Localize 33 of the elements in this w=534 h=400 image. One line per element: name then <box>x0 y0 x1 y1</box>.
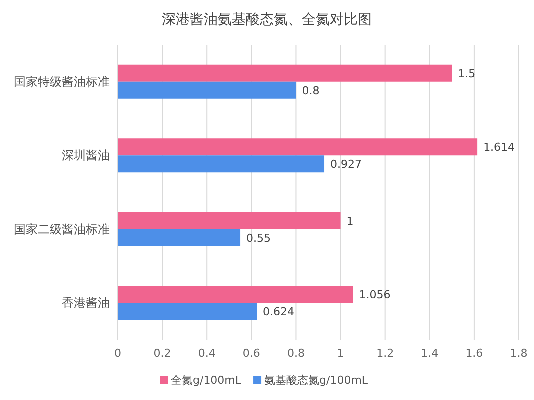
x-tick-label: 1.2 <box>376 347 394 360</box>
bar <box>118 82 296 99</box>
y-tick-label: 国家特级酱油标准 <box>14 74 110 89</box>
bar <box>118 303 258 320</box>
y-tick-label: 香港酱油 <box>62 296 110 310</box>
x-tick-label: 0 <box>114 347 122 360</box>
legend-label: 全氮g/100mL <box>171 374 242 387</box>
bar <box>118 286 354 304</box>
data-label: 1.056 <box>359 288 391 302</box>
bar <box>118 229 241 246</box>
x-tick-label: 1.4 <box>421 347 439 360</box>
data-label: 0.624 <box>263 306 295 319</box>
x-tick-label: 0.8 <box>287 347 305 360</box>
x-tick-label: 0.6 <box>242 347 260 360</box>
bar <box>118 212 341 230</box>
data-label: 0.927 <box>330 158 362 172</box>
data-label: 1 <box>346 214 354 228</box>
x-tick-label: 0.2 <box>154 347 172 360</box>
legend-label: 氨基酸态氮g/100mL <box>264 374 369 387</box>
y-tick-label: 国家二级酱油标准 <box>14 222 110 236</box>
bar <box>118 138 478 156</box>
y-tick-label: 深圳酱油 <box>62 148 110 163</box>
bar <box>118 156 325 173</box>
x-tick-label: 1 <box>337 347 344 360</box>
x-tick-label: 1.6 <box>466 347 484 360</box>
data-label: 0.55 <box>246 232 272 245</box>
x-tick-label: 0.4 <box>198 347 216 360</box>
bar <box>118 64 452 82</box>
chart-title: 深港酱油氨基酸态氮、全氮对比图 <box>162 12 372 28</box>
data-label: 0.8 <box>302 84 320 98</box>
data-label: 1.5 <box>458 67 476 80</box>
data-label: 1.614 <box>484 141 516 154</box>
x-tick-label: 1.8 <box>510 347 528 360</box>
